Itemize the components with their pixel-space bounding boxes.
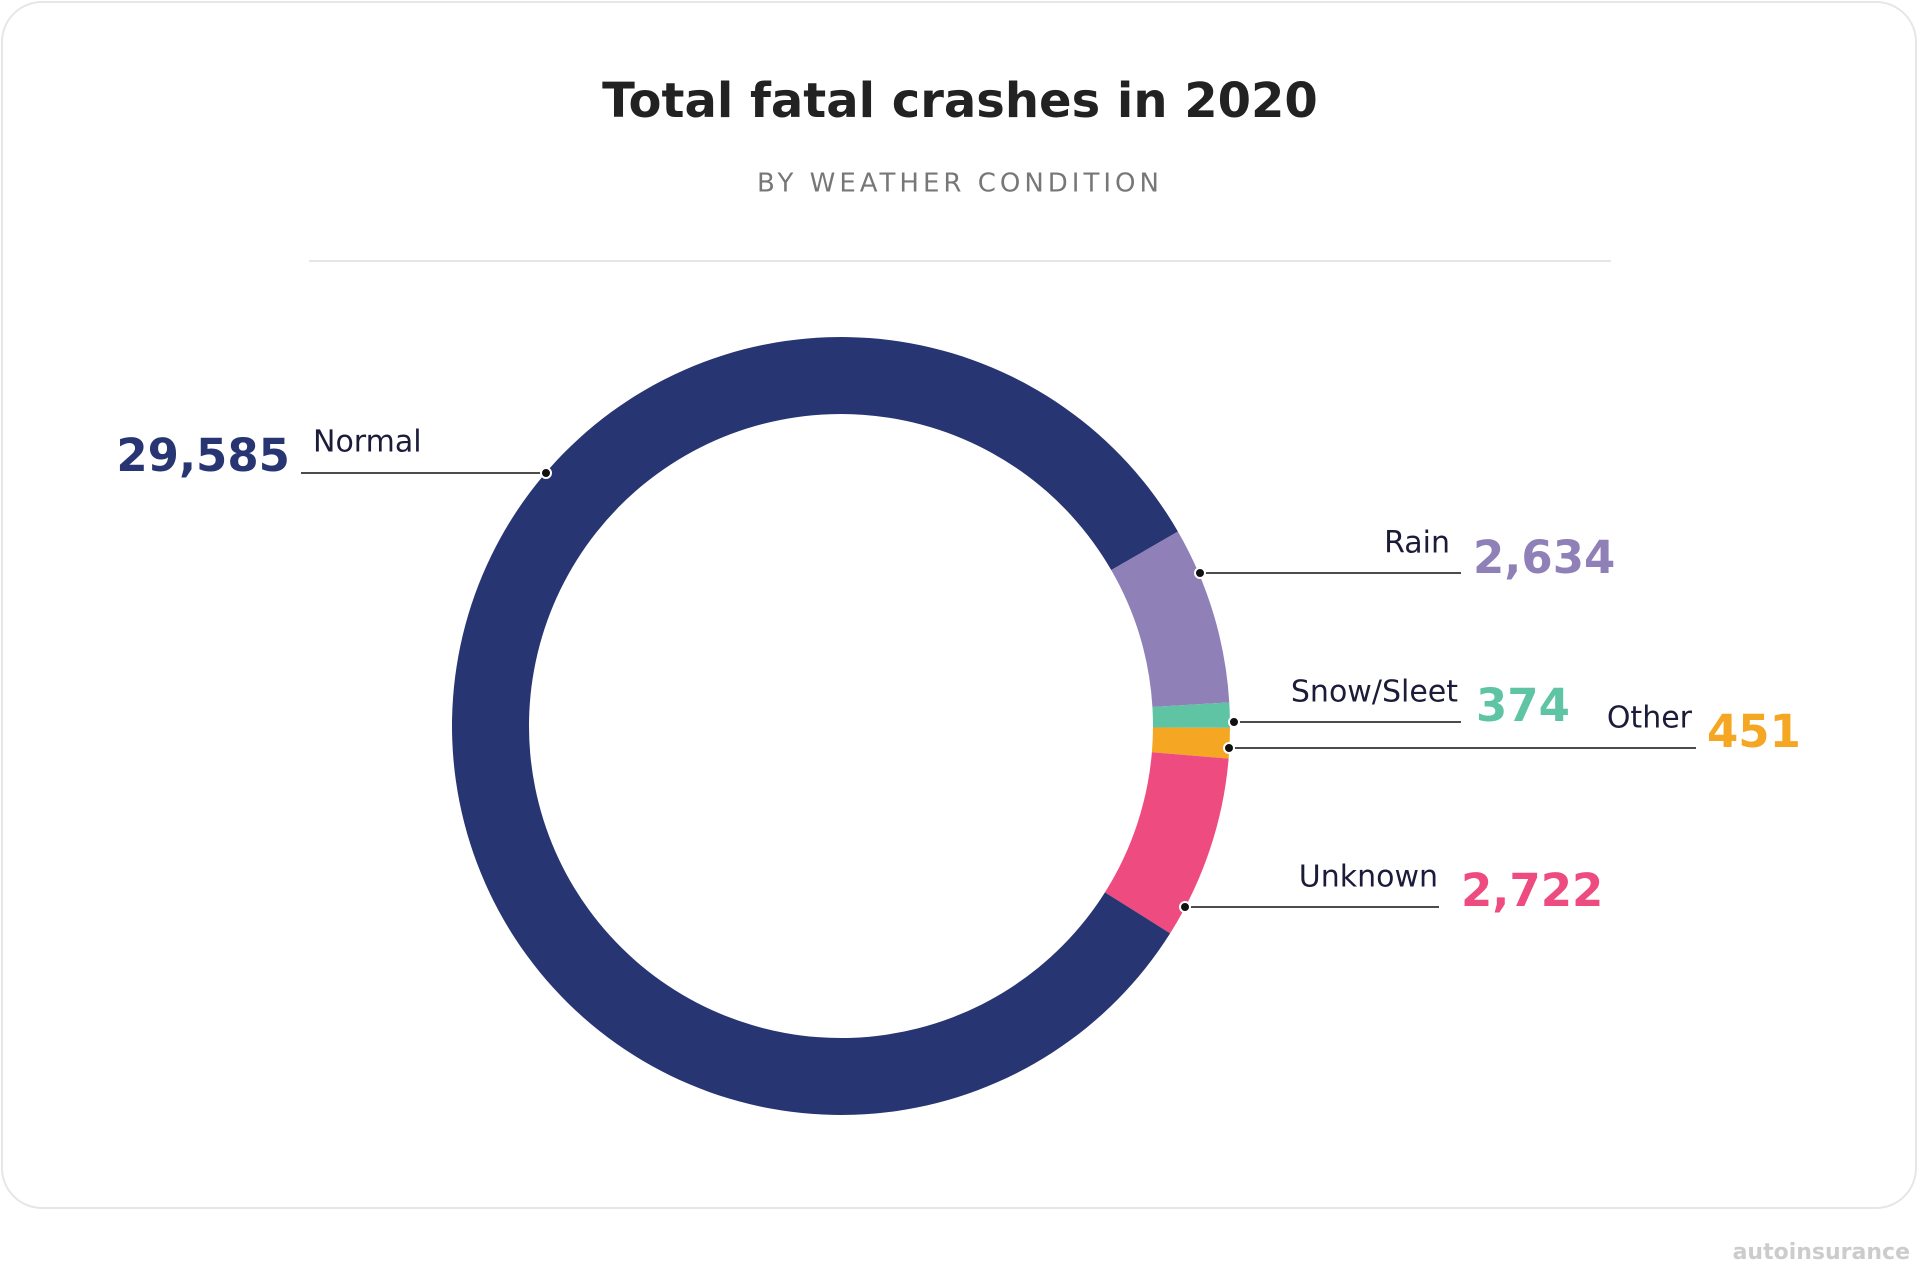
data-label: 2,634: [1473, 531, 1615, 584]
legend-label: Unknown: [1299, 860, 1438, 895]
legend-label: Normal: [313, 425, 422, 460]
donut-segment: [1152, 702, 1230, 728]
data-label: 29,585: [116, 429, 290, 482]
leader-dot: [1228, 716, 1240, 728]
donut-segment: [1104, 752, 1229, 934]
data-label: 2,722: [1461, 864, 1603, 917]
legend-label: Snow/Sleet: [1291, 675, 1458, 710]
data-label: 451: [1707, 705, 1801, 758]
leader-dot: [1194, 567, 1206, 579]
watermark: autoinsurance: [1733, 1240, 1910, 1264]
legend-label: Rain: [1384, 526, 1450, 561]
legend-label: Other: [1607, 701, 1693, 736]
donut-segment: [1151, 727, 1230, 759]
chart-subtitle: BY WEATHER CONDITION: [757, 169, 1163, 199]
leader-dot: [540, 467, 552, 479]
donut-segment: [1111, 531, 1230, 708]
data-label: 374: [1476, 679, 1570, 732]
chart-title: Total fatal crashes in 2020: [602, 73, 1318, 129]
leader-dot: [1223, 742, 1235, 754]
leader-dot: [1179, 901, 1191, 913]
